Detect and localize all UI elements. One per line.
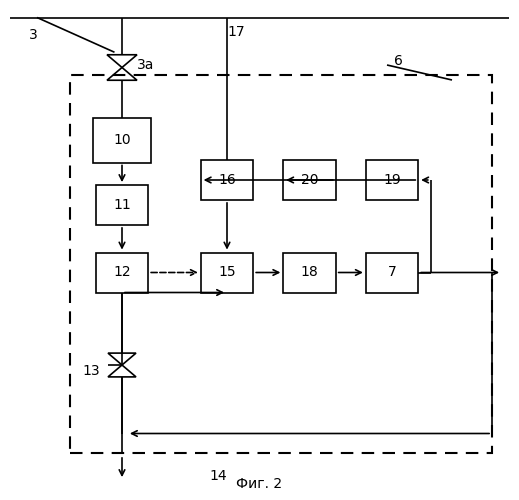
Text: 3а: 3а <box>137 58 154 72</box>
Bar <box>366 252 418 292</box>
Text: 20: 20 <box>301 173 318 187</box>
Text: 3: 3 <box>29 28 37 42</box>
Text: 13: 13 <box>82 364 100 378</box>
Text: 15: 15 <box>218 266 236 280</box>
Bar <box>201 252 253 292</box>
Text: 11: 11 <box>113 198 131 212</box>
Text: 14: 14 <box>210 469 227 483</box>
Text: 10: 10 <box>113 133 131 147</box>
Bar <box>70 75 492 452</box>
Text: 16: 16 <box>218 173 236 187</box>
Bar <box>283 252 336 292</box>
Text: 6: 6 <box>394 54 403 68</box>
Bar <box>95 252 148 292</box>
Bar <box>93 118 151 162</box>
Text: 18: 18 <box>301 266 318 280</box>
Text: 19: 19 <box>383 173 401 187</box>
Text: 7: 7 <box>388 266 397 280</box>
Bar <box>366 160 418 200</box>
Text: Фиг. 2: Фиг. 2 <box>237 477 282 491</box>
Text: 17: 17 <box>227 26 244 40</box>
Bar <box>95 185 148 225</box>
Bar <box>201 160 253 200</box>
Text: 12: 12 <box>113 266 131 280</box>
Bar <box>283 160 336 200</box>
